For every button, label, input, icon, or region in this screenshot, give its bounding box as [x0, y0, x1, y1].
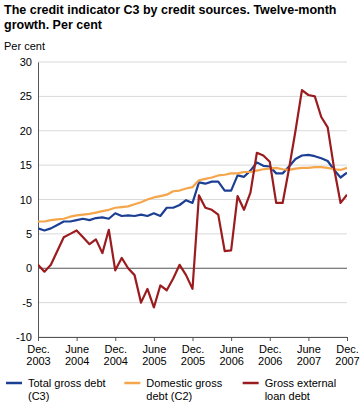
- x-tick-label: June2005: [142, 343, 166, 368]
- x-tick-mark: [231, 337, 232, 341]
- grid-line: [38, 233, 347, 234]
- legend-label: Total gross debt(C3): [28, 377, 106, 402]
- x-tick-label: June2004: [65, 343, 89, 368]
- y-tick-label: 15: [20, 159, 32, 171]
- series-line: [38, 90, 347, 307]
- y-tick-label: 25: [20, 90, 32, 102]
- grid-line: [38, 165, 347, 166]
- y-tick-label: 5: [26, 228, 32, 240]
- x-tick-label: Dec.2007: [335, 343, 359, 368]
- y-tick-label: 10: [20, 194, 32, 206]
- x-tick-label: Dec.2005: [181, 343, 205, 368]
- x-tick-mark: [38, 337, 39, 341]
- x-tick: June2005: [142, 337, 166, 367]
- title: The credit indicator C3 by credit source…: [4, 3, 336, 32]
- grid-line: [38, 130, 347, 131]
- x-tick-mark: [308, 337, 309, 341]
- x-tick: Dec.2007: [335, 337, 359, 367]
- y-axis-line: [38, 63, 39, 338]
- x-tick-mark: [270, 337, 271, 341]
- y-tick: 25: [20, 90, 38, 102]
- y-tick-label: 30: [20, 56, 32, 68]
- plot-area: [38, 90, 347, 307]
- y-tick: 30: [20, 56, 38, 68]
- y-tick: 15: [20, 159, 38, 171]
- legend-label: Gross externalloan debt: [265, 377, 337, 402]
- y-tick: -5: [22, 297, 38, 309]
- x-tick-label: June2007: [297, 343, 321, 368]
- y-tick-label: -5: [22, 297, 32, 309]
- y-tick: 20: [20, 125, 38, 137]
- x-tick-label: Dec.2003: [26, 343, 50, 368]
- legend-label: Domestic grossdebt (C2): [146, 377, 222, 402]
- series-line: [38, 167, 347, 221]
- legend-swatch: [243, 382, 259, 385]
- y-tick: 5: [26, 228, 38, 240]
- legend: Total gross debt(C3) Domestic grossdebt (…: [6, 377, 336, 402]
- y-tick-label: -10: [16, 331, 32, 343]
- x-tick: June2007: [297, 337, 321, 367]
- y-axis: -10 -5 0 5 10 15 20 25 30: [16, 56, 38, 343]
- grid: [38, 62, 347, 337]
- y-tick-label: 0: [26, 262, 32, 274]
- y-tick: 10: [20, 194, 38, 206]
- x-tick: June2006: [219, 337, 243, 367]
- x-tick-label: June2006: [219, 343, 243, 368]
- x-tick-label: Dec.2006: [258, 343, 282, 368]
- series-line: [38, 155, 347, 231]
- x-axis-line: [39, 338, 348, 342]
- grid-line: [38, 268, 347, 269]
- y-axis-label: Per cent: [4, 40, 45, 52]
- x-axis: Dec.2003 June2004 Dec.2004 June2005 Dec.2005…: [26, 337, 359, 367]
- x-tick: Dec.2006: [258, 337, 282, 367]
- chart: The credit indicator C3 by credit source…: [0, 0, 363, 413]
- x-tick-label: Dec.2004: [104, 343, 128, 368]
- grid-line: [38, 302, 347, 303]
- x-tick-mark: [193, 337, 194, 341]
- y-tick-label: 20: [20, 125, 32, 137]
- x-tick: Dec.2005: [181, 337, 205, 367]
- x-tick: Dec.2003: [26, 337, 50, 367]
- y-tick: 0: [26, 262, 38, 274]
- x-tick-mark: [154, 337, 155, 341]
- x-tick-mark: [347, 337, 348, 341]
- y-tick: -10: [16, 331, 38, 343]
- grid-line: [38, 62, 347, 63]
- x-tick-mark: [115, 337, 116, 341]
- x-tick: Dec.2004: [104, 337, 128, 367]
- x-tick: June2004: [65, 337, 89, 367]
- legend-swatch: [6, 382, 22, 385]
- legend-swatch: [124, 382, 140, 385]
- x-tick-mark: [77, 337, 78, 341]
